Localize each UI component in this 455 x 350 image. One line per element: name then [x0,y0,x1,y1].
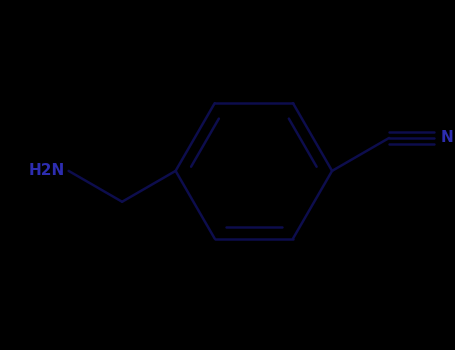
Text: H2N: H2N [28,163,65,178]
Text: N: N [440,131,453,146]
